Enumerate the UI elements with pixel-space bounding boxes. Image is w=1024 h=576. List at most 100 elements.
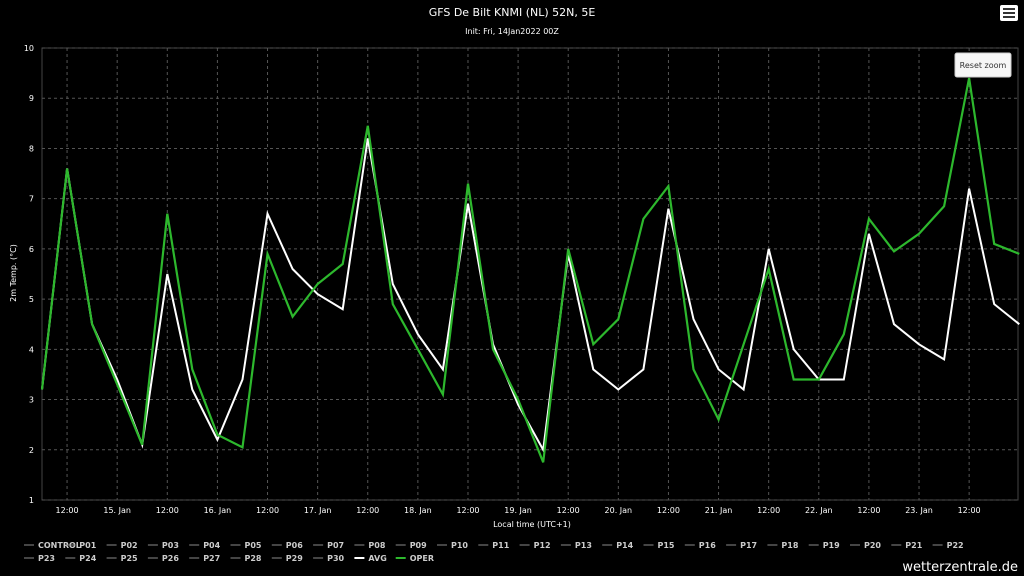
x-tick-label: 12:00 [557,506,580,515]
x-tick-label: 17. Jan [304,506,332,515]
legend-item-p06[interactable]: P06 [271,541,303,550]
reset-zoom-button[interactable]: Reset zoom [954,52,1012,78]
legend-label[interactable]: P25 [121,554,138,563]
legend-item-p30[interactable]: P30 [313,554,345,563]
legend-item-p25[interactable]: P25 [106,554,138,563]
legend-item-p27[interactable]: P27 [189,554,220,563]
legend-item-control[interactable]: CONTROL [24,541,81,550]
legend-label[interactable]: P03 [162,541,179,550]
x-tick-label: 20. Jan [605,506,633,515]
legend-label[interactable]: P23 [38,554,55,563]
legend-label[interactable]: P14 [616,541,633,550]
reset-zoom-label[interactable]: Reset zoom [960,61,1007,70]
legend-label[interactable]: P08 [368,541,385,550]
legend-item-p05[interactable]: P05 [230,541,262,550]
legend-item-p16[interactable]: P16 [684,541,716,550]
legend-item-p29[interactable]: P29 [271,554,303,563]
legend-item-p17[interactable]: P17 [726,541,757,550]
legend-item-p26[interactable]: P26 [147,554,179,563]
menu-icon-bar [1003,8,1015,10]
legend-item-p21[interactable]: P21 [891,541,923,550]
legend-label[interactable]: P18 [781,541,798,550]
legend-label[interactable]: P22 [947,541,964,550]
legend-item-p02[interactable]: P02 [106,541,138,550]
legend-label[interactable]: P11 [492,541,509,550]
legend-item-p07[interactable]: P07 [313,541,344,550]
x-tick-label: 21. Jan [705,506,733,515]
legend-label[interactable]: CONTROL [38,541,81,550]
y-tick-label: 1 [29,496,34,505]
legend-label[interactable]: P05 [245,541,262,550]
legend-label[interactable]: P16 [699,541,716,550]
legend-label[interactable]: P21 [905,541,922,550]
legend-item-p11[interactable]: P11 [478,541,510,550]
series-line-avg[interactable] [41,138,1020,453]
legend-label[interactable]: P28 [245,554,262,563]
x-tick-label: 12:00 [657,506,680,515]
legend-item-p12[interactable]: P12 [519,541,551,550]
hamburger-menu-icon[interactable] [1000,5,1018,21]
legend-label[interactable]: P15 [658,541,675,550]
legend-label[interactable]: AVG [368,554,386,563]
y-tick-label: 2 [29,446,34,455]
legend-item-p03[interactable]: P03 [147,541,179,550]
legend-label[interactable]: P20 [864,541,881,550]
x-tick-label: 12:00 [958,506,981,515]
legend-label[interactable]: P10 [451,541,468,550]
legend-item-p28[interactable]: P28 [230,554,262,563]
x-axis-title: Local time (UTC+1) [493,520,571,529]
legend-item-p14[interactable]: P14 [602,541,634,550]
legend-label[interactable]: P06 [286,541,303,550]
legend-item-p01[interactable]: P01 [65,541,97,550]
x-tick-label: 12:00 [356,506,379,515]
legend-label[interactable]: P07 [327,541,344,550]
legend-item-avg[interactable]: AVG [354,554,387,563]
legend-label[interactable]: P17 [740,541,757,550]
legend-label[interactable]: P04 [203,541,220,550]
x-tick-label: 18. Jan [404,506,432,515]
x-tick-label: 15. Jan [103,506,131,515]
series-line-oper[interactable] [40,77,1020,463]
y-tick-label: 9 [29,94,34,103]
legend-label[interactable]: P26 [162,554,179,563]
y-tick-label: 8 [29,144,34,153]
legend-label[interactable]: P27 [203,554,220,563]
y-axis-title: 2m Temp. (°C) [9,244,18,302]
legend-item-p15[interactable]: P15 [643,541,675,550]
legend-item-p20[interactable]: P20 [850,541,881,550]
legend-item-p19[interactable]: P19 [808,541,840,550]
legend-label[interactable]: P09 [410,541,427,550]
legend-item-p13[interactable]: P13 [560,541,592,550]
legend-label[interactable]: P13 [575,541,592,550]
legend-item-p08[interactable]: P08 [354,541,386,550]
menu-icon-bar [1003,16,1015,18]
legend-label[interactable]: P30 [327,554,344,563]
x-axis-ticks: 12:00 15. Jan 12:00 16. Jan 12:00 17. Jan 12:0… [56,506,981,515]
legend-item-p18[interactable]: P18 [767,541,799,550]
chart-subtitle: Init: Fri, 14Jan2022 00Z [465,27,559,36]
legend-item-p09[interactable]: P09 [395,541,427,550]
x-tick-label: 16. Jan [204,506,232,515]
legend-item-p23[interactable]: P23 [24,554,55,563]
legend-item-p04[interactable]: P04 [189,541,221,550]
legend-item-p24[interactable]: P24 [65,554,97,563]
legend-label[interactable]: P24 [79,554,96,563]
legend-label[interactable]: P19 [823,541,840,550]
legend-item-oper[interactable]: OPER [395,554,434,563]
x-tick-label: 12:00 [256,506,279,515]
legend-item-p10[interactable]: P10 [437,541,468,550]
legend-label[interactable]: P29 [286,554,303,563]
legend-label[interactable]: P12 [534,541,551,550]
x-tick-label: 12:00 [857,506,880,515]
y-tick-label: 10 [24,44,34,53]
legend-label[interactable]: OPER [410,554,434,563]
legend-item-p22[interactable]: P22 [932,541,964,550]
legend-label[interactable]: P01 [79,541,96,550]
y-axis-ticks: 1 2 3 4 5 6 7 8 9 10 [24,44,34,505]
reset-zoom-button-bg[interactable] [954,52,1012,78]
legend-label[interactable]: P02 [121,541,138,550]
series-lines[interactable] [40,77,1020,463]
